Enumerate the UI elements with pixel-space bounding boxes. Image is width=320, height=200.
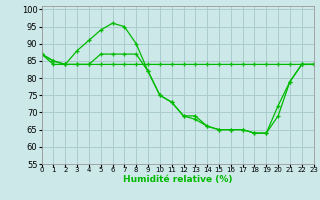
- X-axis label: Humidité relative (%): Humidité relative (%): [123, 175, 232, 184]
